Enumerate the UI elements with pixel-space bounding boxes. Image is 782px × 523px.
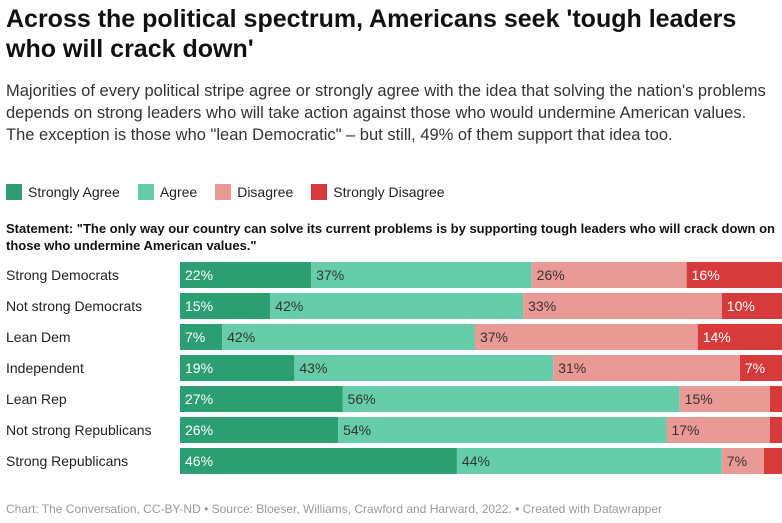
bar-not-strong-republicans-strongly-agree bbox=[180, 417, 339, 443]
bar-not-strong-republicans-strongly-disagree bbox=[769, 417, 782, 443]
bar-independent-strongly-agree bbox=[180, 355, 295, 381]
legend-item-agree: Agree bbox=[137, 184, 198, 200]
value-label-not-strong-republicans-disagree: 17% bbox=[671, 422, 699, 438]
category-label-lean-rep: Lean Rep bbox=[6, 391, 67, 407]
bar-not-strong-democrats-disagree bbox=[523, 293, 722, 319]
legend-label-strongly-disagree: Strongly Disagree bbox=[333, 184, 445, 200]
value-label-lean-dem-strongly-disagree: 14% bbox=[703, 329, 731, 345]
value-label-lean-dem-strongly-agree: 7% bbox=[185, 329, 205, 345]
value-label-independent-strongly-agree: 19% bbox=[185, 360, 213, 376]
bar-strong-democrats-agree bbox=[311, 262, 532, 288]
bar-strong-democrats-disagree bbox=[531, 262, 687, 288]
value-label-not-strong-democrats-strongly-agree: 15% bbox=[185, 298, 213, 314]
value-label-strong-republicans-disagree: 7% bbox=[727, 453, 747, 469]
bar-lean-rep-strongly-agree bbox=[180, 386, 343, 412]
value-label-independent-disagree: 31% bbox=[558, 360, 586, 376]
legend-label-agree: Agree bbox=[159, 184, 198, 200]
legend-swatch-disagree bbox=[215, 184, 232, 200]
bar-strong-republicans-strongly-agree bbox=[180, 448, 457, 474]
legend-label-strongly-agree: Strongly Agree bbox=[28, 184, 120, 200]
legend-swatch-agree bbox=[137, 184, 154, 200]
value-label-independent-agree: 43% bbox=[299, 360, 327, 376]
legend-item-strongly-agree: Strongly Agree bbox=[6, 184, 120, 200]
category-label-independent: Independent bbox=[6, 360, 84, 376]
bar-independent-agree bbox=[294, 355, 554, 381]
category-label-not-strong-republicans: Not strong Republicans bbox=[6, 422, 152, 438]
legend-swatch-strongly-agree bbox=[6, 184, 22, 200]
chart-title: Across the political spectrum, Americans… bbox=[6, 5, 737, 63]
value-label-strong-republicans-agree: 44% bbox=[462, 453, 490, 469]
category-label-strong-republicans: Strong Republicans bbox=[6, 453, 128, 469]
value-label-strong-democrats-agree: 37% bbox=[316, 267, 344, 283]
bar-not-strong-republicans-disagree bbox=[666, 417, 770, 443]
value-label-lean-rep-disagree: 15% bbox=[685, 391, 713, 407]
legend-swatch-strongly-disagree bbox=[311, 184, 328, 200]
chart-subtitle: Majorities of every political stripe agr… bbox=[6, 82, 766, 144]
bar-independent-strongly-disagree bbox=[739, 355, 782, 381]
bar-not-strong-democrats-strongly-disagree bbox=[721, 293, 782, 319]
bar-lean-rep-strongly-disagree bbox=[769, 386, 782, 412]
value-label-lean-rep-strongly-agree: 27% bbox=[185, 391, 213, 407]
legend: Strongly Agree Agree Disagree Strongly D… bbox=[6, 184, 445, 200]
value-label-lean-dem-agree: 42% bbox=[227, 329, 255, 345]
value-label-not-strong-democrats-disagree: 33% bbox=[528, 298, 556, 314]
bar-strong-democrats-strongly-agree bbox=[180, 262, 312, 288]
legend-label-disagree: Disagree bbox=[237, 184, 294, 200]
category-label-lean-dem: Lean Dem bbox=[6, 329, 71, 345]
statement-text: Statement: "The only way our country can… bbox=[6, 221, 775, 253]
bar-not-strong-democrats-strongly-agree bbox=[180, 293, 271, 319]
value-label-not-strong-democrats-strongly-disagree: 10% bbox=[727, 298, 755, 314]
bar-independent-disagree bbox=[553, 355, 740, 381]
bar-lean-dem-strongly-disagree bbox=[697, 324, 782, 350]
value-label-strong-republicans-strongly-agree: 46% bbox=[185, 453, 213, 469]
bar-lean-dem-disagree bbox=[474, 324, 698, 350]
bar-not-strong-republicans-agree bbox=[338, 417, 667, 443]
stacked-bar-chart: Strong Democrats 22% 37% 26% 16% Not strong D… bbox=[6, 262, 782, 474]
bar-lean-rep-disagree bbox=[679, 386, 770, 412]
value-label-independent-strongly-disagree: 7% bbox=[745, 360, 765, 376]
bar-lean-rep-agree bbox=[342, 386, 680, 412]
value-label-not-strong-democrats-agree: 42% bbox=[275, 298, 303, 314]
value-label-strong-democrats-strongly-disagree: 16% bbox=[692, 267, 720, 283]
category-label-strong-democrats: Strong Democrats bbox=[6, 267, 119, 283]
legend-item-disagree: Disagree bbox=[215, 184, 293, 200]
value-label-not-strong-republicans-strongly-agree: 26% bbox=[185, 422, 213, 438]
bar-strong-republicans-strongly-disagree bbox=[763, 448, 782, 474]
value-label-strong-democrats-strongly-agree: 22% bbox=[185, 267, 213, 283]
bar-lean-dem-strongly-agree bbox=[180, 324, 223, 350]
chart-footer: Chart: The Conversation, CC-BY-ND • Sour… bbox=[6, 502, 663, 516]
value-label-not-strong-republicans-agree: 54% bbox=[343, 422, 371, 438]
bar-not-strong-democrats-agree bbox=[270, 293, 524, 319]
bar-lean-dem-agree bbox=[222, 324, 475, 350]
value-label-lean-rep-agree: 56% bbox=[348, 391, 376, 407]
bar-strong-republicans-disagree bbox=[721, 448, 764, 474]
value-label-strong-democrats-disagree: 26% bbox=[537, 267, 565, 283]
bar-strong-democrats-strongly-disagree bbox=[686, 262, 782, 288]
category-label-not-strong-democrats: Not strong Democrats bbox=[6, 298, 142, 314]
bar-strong-republicans-agree bbox=[456, 448, 722, 474]
value-label-lean-dem-disagree: 37% bbox=[480, 329, 508, 345]
legend-item-strongly-disagree: Strongly Disagree bbox=[311, 184, 445, 200]
